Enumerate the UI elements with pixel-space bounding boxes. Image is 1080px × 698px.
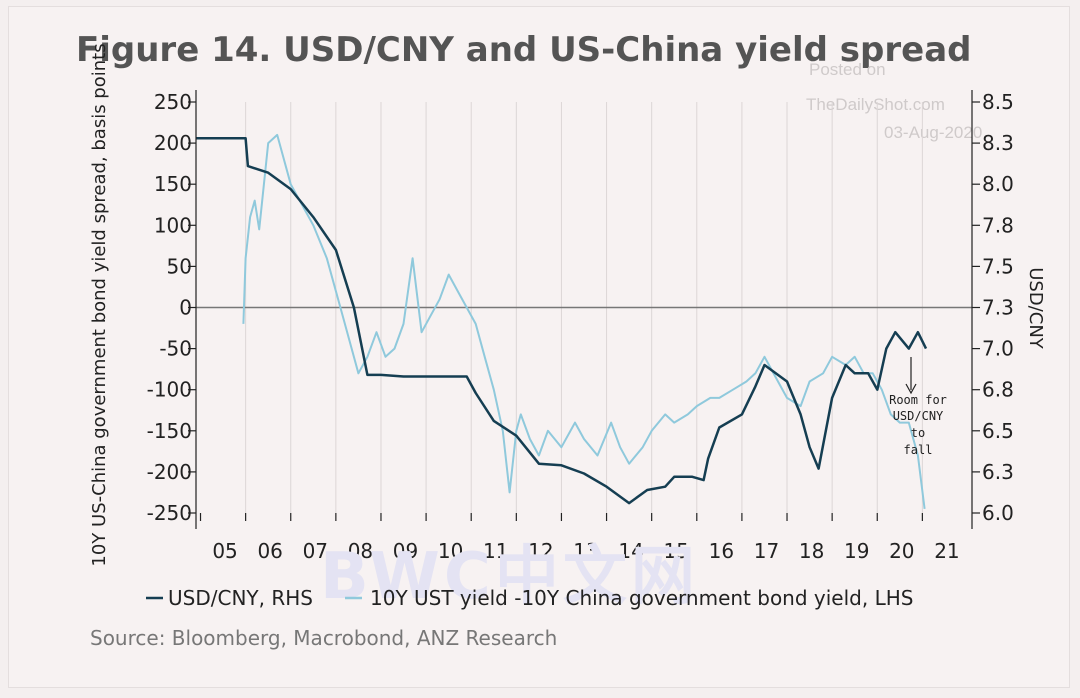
annotation-room-for-usdcny: Room for USD/CNY to fall [889, 357, 947, 457]
x-tick-label: 16 [709, 539, 734, 563]
left-tick-label: -200 [147, 460, 192, 484]
right-tick-label: 7.5 [982, 254, 1014, 278]
legend-label-spread: 10Y UST yield -10Y China government bond… [370, 586, 913, 610]
right-tick-label: 8.3 [982, 131, 1014, 155]
right-axis-title: USD/CNY [1025, 267, 1046, 350]
watermark-line-2: TheDailyShot.com [806, 95, 945, 114]
x-tick-label: 13 [573, 539, 598, 563]
x-tick-label: 06 [257, 539, 282, 563]
series-layer [196, 133, 928, 510]
right-tick-label: 6.0 [982, 501, 1014, 525]
x-tick-label: 12 [528, 539, 553, 563]
left-tick-label: -150 [147, 419, 192, 443]
right-tick-label: 8.0 [982, 172, 1014, 196]
left-tick-label: 200 [154, 131, 192, 155]
watermark-line-3: 03-Aug-2020 [884, 123, 982, 142]
legend-label-usdcny: USD/CNY, RHS [168, 586, 313, 610]
left-axis-title: 10Y US-China government bond yield sprea… [89, 43, 110, 566]
annotation-line-1: Room for [889, 393, 947, 407]
annotation-line-2: USD/CNY [893, 409, 944, 423]
brand-watermark: BWC中文网 [320, 540, 699, 614]
x-tick-label: 07 [303, 539, 328, 563]
x-tick-label: 18 [799, 539, 824, 563]
x-tick-label: 11 [483, 539, 508, 563]
left-tick-label: -50 [159, 337, 192, 361]
x-tick-label: 17 [754, 539, 779, 563]
watermark-line-1: Posted on [809, 60, 886, 79]
axes [195, 90, 973, 529]
annotation-line-4: fall [904, 443, 933, 457]
x-tick-label: 20 [889, 539, 914, 563]
x-tick-label: 14 [618, 539, 643, 563]
x-tick-label: 08 [348, 539, 373, 563]
series-yield-spread-line [242, 133, 926, 510]
right-tick-label: 6.3 [982, 460, 1014, 484]
x-tick-label: 21 [934, 539, 959, 563]
left-tick-label: -100 [147, 378, 192, 402]
right-axis-ticks: 8.5 8.3 8.0 7.8 7.5 7.3 7.0 6.8 6.5 6.3 6.0 [972, 90, 1014, 525]
right-tick-label: 8.5 [982, 90, 1014, 114]
source-note: Source: Bloomberg, Macrobond, ANZ Resear… [90, 626, 557, 650]
left-tick-label: 150 [154, 172, 192, 196]
x-tick-label: 05 [212, 539, 237, 563]
left-axis-ticks: 250 200 150 100 50 0 -50 -100 -150 -200 -250 [147, 90, 196, 525]
left-tick-label: 0 [179, 296, 192, 320]
right-tick-label: 7.8 [982, 213, 1014, 237]
annotation-line-3: to [911, 426, 925, 440]
x-tick-label: 19 [844, 539, 869, 563]
right-tick-label: 7.0 [982, 337, 1014, 361]
x-tick-label: 15 [664, 539, 689, 563]
series-usdcny-line [196, 136, 928, 505]
left-tick-label: 100 [154, 213, 192, 237]
x-axis-ticks: 05 06 07 08 09 10 11 12 13 14 15 16 17 18 19 20 21 [199, 513, 960, 563]
annotation-arrow-head [905, 383, 917, 395]
left-tick-label: 250 [154, 90, 192, 114]
x-tick-label: 10 [438, 539, 463, 563]
legend: USD/CNY, RHS 10Y UST yield -10Y China go… [146, 586, 913, 610]
left-tick-label: -250 [147, 501, 192, 525]
left-tick-label: 50 [167, 254, 192, 278]
chart-frame [8, 6, 1070, 688]
right-tick-label: 7.3 [982, 296, 1014, 320]
chart-title: Figure 14. USD/CNY and US-China yield sp… [76, 30, 971, 70]
right-tick-label: 6.5 [982, 419, 1014, 443]
x-tick-label: 09 [393, 539, 418, 563]
right-tick-label: 6.8 [982, 378, 1014, 402]
